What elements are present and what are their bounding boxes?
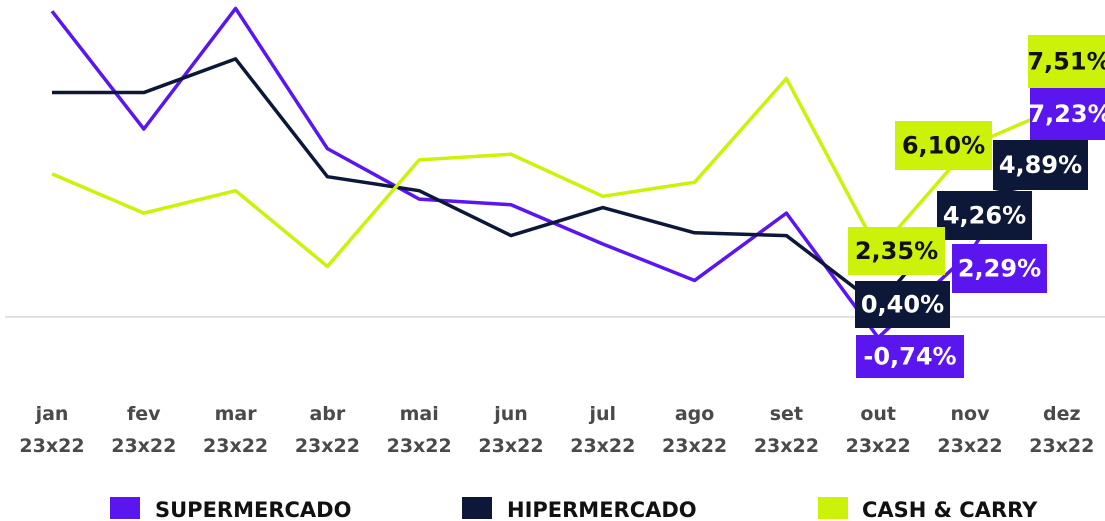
x-tick-label: ago 23x22 <box>662 403 728 457</box>
value-label-box <box>952 244 1047 293</box>
value-label-box <box>937 191 1032 240</box>
value-label-box <box>1030 88 1105 140</box>
value-label: 7,51% <box>1027 48 1105 76</box>
value-label-box <box>895 121 992 170</box>
x-tick-label: jul 23x22 <box>570 403 636 457</box>
value-label-box <box>848 227 945 275</box>
x-tick-label: abr 23x22 <box>294 403 360 457</box>
legend-swatch <box>110 497 140 519</box>
x-tick-label: jun 23x22 <box>478 403 544 457</box>
legend-label: SUPERMERCADO <box>155 498 351 521</box>
value-label: 7,23% <box>1028 100 1105 128</box>
value-label-box <box>855 281 950 328</box>
x-tick-label: mai 23x22 <box>386 403 452 457</box>
value-label: -0,74% <box>863 343 956 371</box>
legend-label: CASH & CARRY <box>862 498 1038 521</box>
value-label: 6,10% <box>902 132 985 160</box>
value-label-box <box>1028 35 1105 88</box>
legend-swatch <box>818 497 848 519</box>
x-tick-label: fev 23x22 <box>111 403 177 457</box>
x-tick-label: mar 23x22 <box>203 403 269 457</box>
legend-label: HIPERMERCADO <box>507 498 697 521</box>
value-label: 0,40% <box>861 291 944 319</box>
x-tick-label: out 23x22 <box>845 403 911 457</box>
value-label: 4,26% <box>943 202 1026 230</box>
value-label-box <box>993 140 1088 190</box>
x-tick-label: dez 23x22 <box>1029 403 1095 457</box>
x-tick-label: jan 23x22 <box>19 403 85 457</box>
value-label: 4,89% <box>999 151 1082 179</box>
x-tick-label: set 23x22 <box>753 403 819 457</box>
x-tick-label: nov 23x22 <box>937 403 1003 457</box>
value-label: 2,35% <box>855 237 938 265</box>
legend-swatch <box>462 497 492 519</box>
value-label-box <box>856 335 964 378</box>
value-label: 2,29% <box>958 255 1041 283</box>
